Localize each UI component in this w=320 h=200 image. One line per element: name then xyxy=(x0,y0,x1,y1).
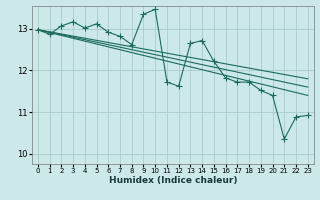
X-axis label: Humidex (Indice chaleur): Humidex (Indice chaleur) xyxy=(108,176,237,185)
